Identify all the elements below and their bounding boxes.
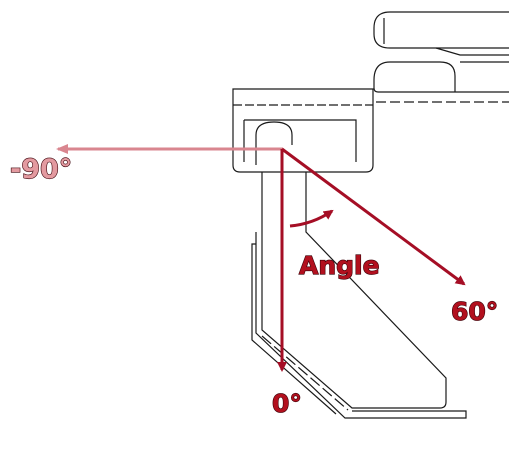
mount-clip-outline [373,11,509,103]
angle-indicator-arrow [289,209,334,228]
mount-block-outline [232,88,374,173]
label-minus-90: -90° [10,154,72,185]
arrow-60 [281,147,466,286]
bracket-outline [251,172,467,419]
label-0: 0° [272,389,302,418]
label-angle: Angle [299,251,380,280]
label-60: 60° [451,297,498,326]
